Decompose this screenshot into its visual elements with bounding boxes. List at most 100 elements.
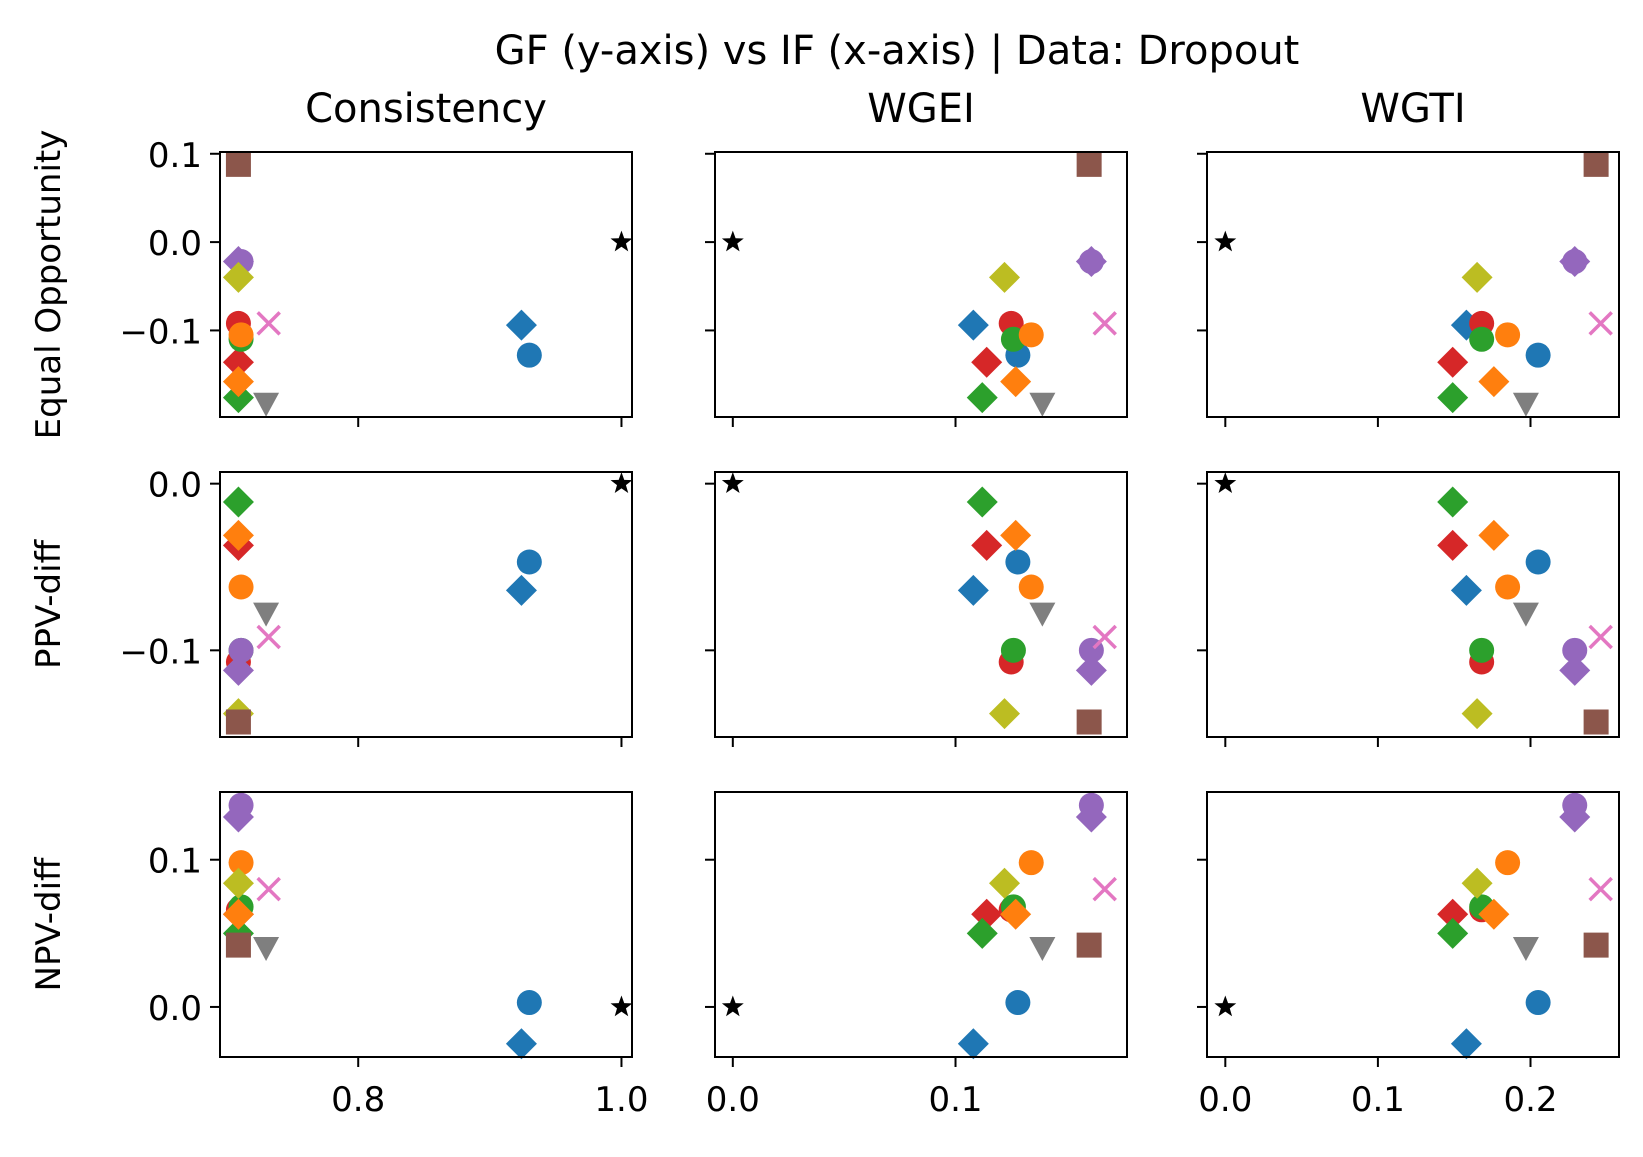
axes-frame bbox=[714, 151, 1128, 418]
data-point-diamond-series11 bbox=[1461, 261, 1493, 293]
data-point-diamond-series10 bbox=[1075, 654, 1107, 686]
data-point-circle-series5 bbox=[1469, 637, 1495, 663]
data-point-diamond-series11 bbox=[222, 261, 254, 293]
y-axis-label: PPV-diff bbox=[29, 538, 69, 669]
data-point-triangle-down-series13 bbox=[1029, 392, 1056, 417]
x-tick-label: 0.2 bbox=[1503, 1080, 1557, 1120]
data-point-diamond-series6 bbox=[966, 382, 998, 414]
data-point-diamond-series11 bbox=[1461, 698, 1493, 730]
data-point-diamond-series4 bbox=[1437, 898, 1469, 930]
data-point-diamond-series6 bbox=[966, 486, 998, 518]
data-point-square-series12 bbox=[225, 709, 251, 735]
data-point-circle-series7 bbox=[1495, 850, 1521, 876]
data-point-circle-series1 bbox=[516, 342, 542, 368]
data-point-diamond-series8 bbox=[222, 366, 254, 398]
data-point-square-series12 bbox=[225, 932, 251, 958]
data-point-x-series14 bbox=[1588, 876, 1613, 902]
chart-title: GF (y-axis) vs IF (x-axis) | Data: Dropo… bbox=[495, 28, 1300, 74]
data-point-diamond-series11 bbox=[1461, 867, 1493, 899]
data-point-star-series15 bbox=[721, 472, 744, 493]
data-point-diamond-series8 bbox=[222, 898, 254, 930]
data-point-diamond-series6 bbox=[222, 382, 254, 414]
data-point-diamond-series10 bbox=[1559, 654, 1591, 686]
axes-frame bbox=[219, 791, 633, 1058]
data-point-diamond-series2 bbox=[957, 1028, 989, 1060]
data-point-square-series12 bbox=[1076, 709, 1102, 735]
y-tick-label: 0.1 bbox=[148, 842, 202, 882]
data-point-diamond-series4 bbox=[222, 346, 254, 378]
data-point-star-series15 bbox=[610, 230, 633, 252]
data-point-diamond-series10 bbox=[222, 654, 254, 686]
data-point-diamond-series10 bbox=[1559, 246, 1591, 278]
data-point-star-series15 bbox=[610, 472, 633, 493]
y-tick-label: 0.0 bbox=[148, 989, 202, 1029]
data-point-square-series12 bbox=[1076, 151, 1102, 177]
data-point-triangle-down-series13 bbox=[253, 602, 280, 627]
panel-row1-col3: WGTI bbox=[1197, 86, 1620, 427]
axes-frame bbox=[1206, 151, 1620, 418]
data-point-square-series12 bbox=[1583, 932, 1609, 958]
data-point-diamond-series6 bbox=[966, 917, 998, 949]
data-point-diamond-series11 bbox=[222, 867, 254, 899]
data-point-x-series14 bbox=[256, 624, 281, 650]
column-title: WGEI bbox=[867, 86, 975, 132]
data-point-circle-series1 bbox=[516, 549, 542, 575]
data-point-x-series14 bbox=[1092, 876, 1117, 902]
axes-frame bbox=[219, 471, 633, 738]
data-point-x-series14 bbox=[256, 311, 281, 336]
data-point-triangle-down-series13 bbox=[1029, 602, 1056, 627]
panel-row3-col1: 0.1 0.0 0.8 1.0 bbox=[148, 791, 649, 1120]
data-point-diamond-series6 bbox=[222, 486, 254, 518]
panel-row2-col3 bbox=[1197, 471, 1620, 747]
data-point-square-series12 bbox=[1076, 932, 1102, 958]
x-tick-label: 0.1 bbox=[928, 1080, 982, 1120]
data-point-diamond-series8 bbox=[222, 519, 254, 551]
data-point-diamond-series4 bbox=[971, 346, 1003, 378]
axes-frame bbox=[1206, 471, 1620, 738]
data-point-circle-series9 bbox=[1562, 637, 1588, 663]
data-point-star-series15 bbox=[721, 995, 744, 1017]
panel-row2-col2 bbox=[705, 471, 1128, 747]
data-point-circle-series5 bbox=[1469, 326, 1495, 352]
y-tick-label: 0.1 bbox=[148, 136, 202, 176]
data-point-diamond-series10 bbox=[222, 246, 254, 278]
axes-frame bbox=[714, 791, 1128, 1058]
data-point-square-series12 bbox=[1583, 709, 1609, 735]
panel-row3-col3: 0.0 0.1 0.2 bbox=[1197, 791, 1620, 1120]
data-point-x-series14 bbox=[1092, 311, 1117, 336]
column-title: WGTI bbox=[1360, 86, 1465, 132]
data-point-square-series12 bbox=[1583, 151, 1609, 177]
data-point-triangle-down-series13 bbox=[253, 937, 280, 962]
data-point-star-series15 bbox=[1214, 472, 1237, 493]
x-tick-label: 0.8 bbox=[331, 1080, 385, 1120]
data-point-circle-series1 bbox=[1005, 990, 1031, 1016]
data-point-star-series15 bbox=[610, 995, 633, 1017]
data-point-diamond-series8 bbox=[1000, 366, 1032, 398]
axes-frame bbox=[714, 471, 1128, 738]
data-point-diamond-series4 bbox=[971, 529, 1003, 561]
data-point-star-series15 bbox=[1214, 230, 1237, 252]
panel-row2-col1: 0.0 −0.1 bbox=[119, 466, 633, 747]
data-point-diamond-series2 bbox=[505, 309, 537, 341]
data-point-square-series12 bbox=[225, 151, 251, 177]
data-point-diamond-series8 bbox=[1478, 366, 1510, 398]
panel-row3-col2: 0.0 0.1 bbox=[705, 791, 1128, 1120]
data-point-triangle-down-series13 bbox=[1512, 392, 1539, 417]
data-point-x-series14 bbox=[1588, 624, 1613, 650]
data-point-diamond-series4 bbox=[1437, 529, 1469, 561]
x-tick-label: 0.0 bbox=[1198, 1080, 1252, 1120]
data-point-diamond-series2 bbox=[1450, 574, 1482, 606]
data-point-triangle-down-series13 bbox=[1512, 602, 1539, 627]
data-point-diamond-series8 bbox=[1478, 898, 1510, 930]
y-tick-label: −0.1 bbox=[119, 632, 202, 672]
data-point-star-series15 bbox=[1214, 995, 1237, 1017]
data-point-circle-series1 bbox=[516, 990, 542, 1016]
data-point-x-series14 bbox=[1588, 311, 1613, 336]
x-tick-label: 0.0 bbox=[706, 1080, 760, 1120]
data-point-circle-series7 bbox=[228, 574, 254, 600]
data-point-diamond-series10 bbox=[1075, 801, 1107, 833]
data-point-diamond-series11 bbox=[989, 261, 1021, 293]
data-point-circle-series7 bbox=[228, 322, 254, 348]
